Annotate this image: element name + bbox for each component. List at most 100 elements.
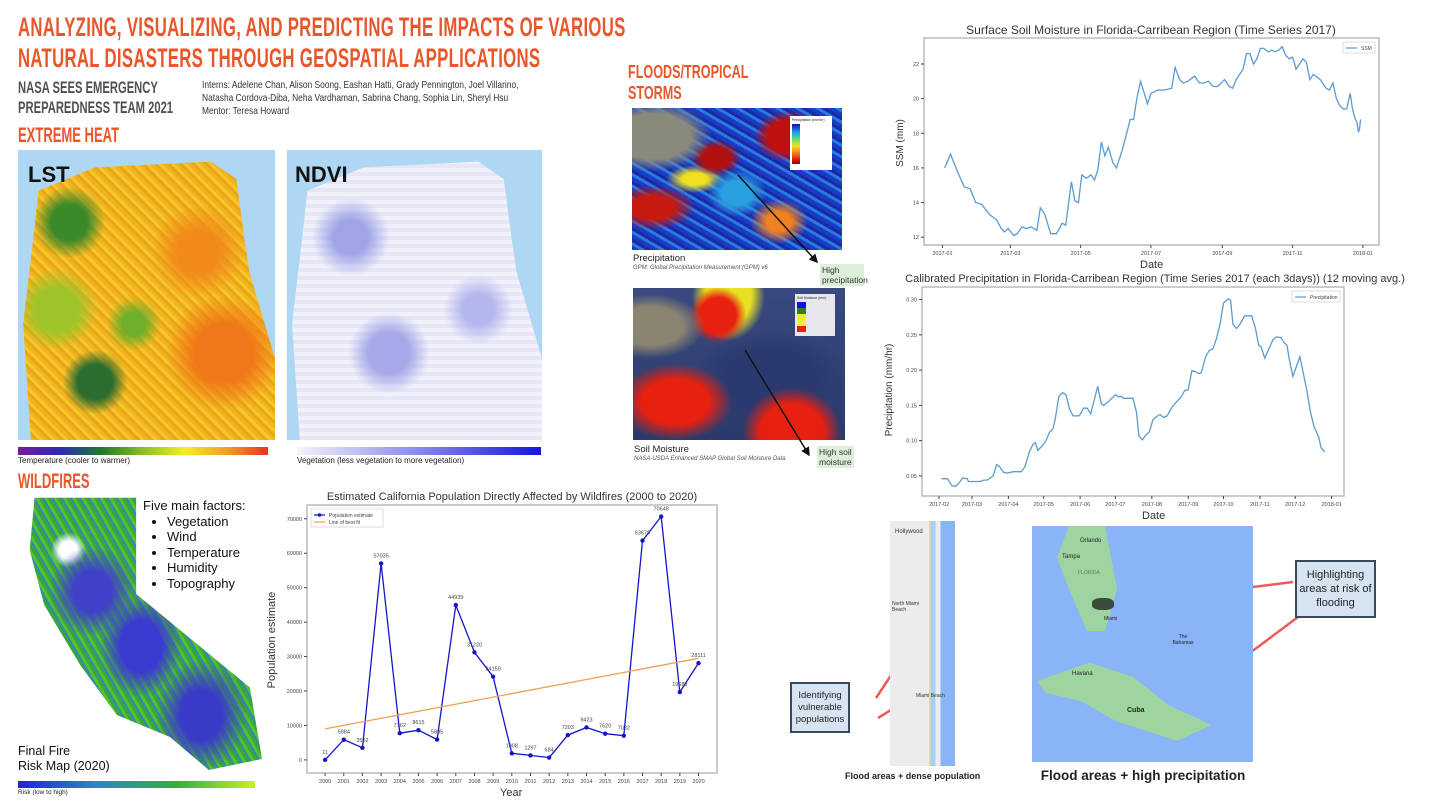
data-point [640, 538, 645, 543]
x-tick-label: 2017-08 [1142, 502, 1162, 508]
tag-text: High soil [819, 447, 852, 457]
x-tick-label: 2005 [412, 779, 424, 785]
precip-y-label: Precipitation (mm/hr) [884, 343, 895, 437]
ssm-chart: 2017-01 2017-03 2017-05 2017-07 2017-09 2017-… [913, 37, 1380, 257]
data-label: 7762 [394, 723, 406, 729]
x-tick-label: 2004 [394, 779, 406, 785]
soil-moisture-caption: Soil Moisture [634, 444, 689, 455]
data-point [509, 751, 515, 756]
precipitation-source: GPM: Global Precipitation Measurement (G… [633, 265, 768, 271]
data-point [565, 732, 571, 738]
ndvi-map: NDVI [287, 150, 542, 440]
data-label: 44939 [448, 595, 463, 601]
tag-text: High precipitation [822, 265, 868, 285]
risk-legend: Risk (low to high) [18, 789, 68, 796]
x-tick-label: 2010 [506, 779, 518, 785]
x-tick-label: 2017-10 [1213, 502, 1233, 508]
data-point [472, 650, 477, 655]
x-tick-label: 2017-06 [1070, 502, 1090, 508]
lst-label: LST [28, 162, 70, 187]
factor-item: Humidity [167, 560, 246, 576]
legend-box [1291, 290, 1341, 303]
y-tick-label: 0 [299, 758, 302, 764]
legend-label: Precipitation [1310, 295, 1338, 301]
x-tick-label: 2006 [431, 779, 443, 785]
flood-points [1092, 598, 1114, 610]
x-tick-label: 2011 [525, 779, 537, 785]
data-label: 7620 [599, 724, 611, 730]
x-tick-label: 2014 [580, 779, 592, 785]
data-label: 11 [322, 750, 328, 756]
data-point [341, 737, 346, 742]
map-label: North Miami Beach [892, 601, 919, 613]
x-tick-label: 2012 [543, 779, 555, 785]
factor-item: Wind [167, 529, 246, 545]
precipitation-caption: Precipitation [633, 253, 686, 264]
y-tick-label: 0.20 [906, 368, 917, 374]
data-point [322, 757, 328, 763]
x-tick-label: 2017-11 [1250, 502, 1270, 508]
plot-frame [923, 37, 1380, 246]
legend-label: Line of best fit [329, 520, 361, 526]
temperature-legend: Temperature (cooler to warmer) [18, 456, 131, 465]
x-tick-label: 2017-02 [929, 502, 949, 508]
data-label: 28111 [691, 653, 705, 659]
y-tick-label: 60000 [287, 551, 302, 557]
x-tick-label: 2017-01 [932, 251, 952, 257]
risk-colorbar [18, 781, 255, 788]
data-label: 24150 [485, 667, 500, 673]
map-label: Tampa [1062, 554, 1081, 560]
caption-line: Risk Map (2020) [18, 759, 110, 773]
map-label: Hollywood [895, 529, 923, 535]
data-label: 1908 [506, 743, 518, 749]
plot-frame [921, 286, 1345, 497]
flood-population-caption: Flood areas + dense population [845, 771, 981, 781]
y-tick-label: 14 [913, 201, 919, 207]
data-point [546, 755, 552, 760]
soil-moisture-source: NASA-USDA Enhanced SMAP Global Soil Mois… [634, 456, 786, 462]
legend-title: Soil Moisture (mm) [797, 296, 827, 300]
map-label: FLORIDA [1078, 570, 1100, 576]
fire-map-caption: Final Fire Risk Map (2020) [18, 744, 110, 774]
factor-item: Temperature [167, 545, 246, 561]
legend-box [310, 508, 384, 528]
x-tick-label: 2017-07 [1105, 502, 1125, 508]
ndvi-label: NDVI [295, 162, 348, 187]
caption-line: Final Fire [18, 744, 71, 758]
x-tick-label: 2000 [319, 779, 331, 785]
y-tick-label: 20000 [287, 689, 302, 695]
x-tick-label: 2017-03 [1000, 251, 1020, 257]
x-tick-label: 2001 [338, 779, 350, 785]
temperature-colorbar [18, 447, 268, 455]
data-label: 5884 [338, 730, 350, 736]
vegetation-colorbar [297, 447, 541, 455]
series-line-ssm [944, 45, 1362, 237]
data-label: 70648 [654, 507, 669, 513]
floods-heading-2: STORMS [628, 83, 682, 103]
y-tick-label: 0.15 [906, 403, 917, 409]
y-tick-label: 40000 [287, 620, 302, 626]
data-label: 31220 [467, 642, 482, 648]
precip-chart-title: Calibrated Precipitation in Florida-Carr… [905, 273, 1405, 285]
data-point [434, 737, 440, 742]
data-label: 1297 [524, 745, 536, 751]
x-tick-label: 2003 [375, 779, 387, 785]
y-tick-label: 0.10 [906, 439, 917, 445]
series-line-precipitation [941, 298, 1326, 488]
miami-map: Hollywood North Miami Beach Miami Beach [890, 521, 955, 766]
callout-vulnerable: Identifying vulnerable populations [790, 682, 850, 733]
lst-map: LST [18, 150, 275, 440]
arrow-soil [744, 349, 810, 457]
y-tick-label: 22 [913, 62, 919, 68]
wildfire-chart: 2000 2001 2002 2003 2004 2005 2006 2007 2008 2009… [287, 504, 718, 785]
x-tick-label: 2018-01 [1353, 251, 1373, 257]
soil-map-legend: Soil Moisture (mm) [795, 294, 835, 336]
arrow-precip [737, 174, 819, 264]
y-tick-label: 20 [913, 97, 919, 103]
data-point [528, 753, 533, 758]
x-tick-label: 2018 [655, 779, 667, 785]
wildfire-x-label: Year [500, 787, 523, 799]
x-tick-label: 2017-05 [1071, 251, 1091, 257]
y-tick-label: 30000 [287, 655, 302, 661]
callout-flood-risk: Highlighting areas at risk of flooding [1295, 560, 1376, 618]
